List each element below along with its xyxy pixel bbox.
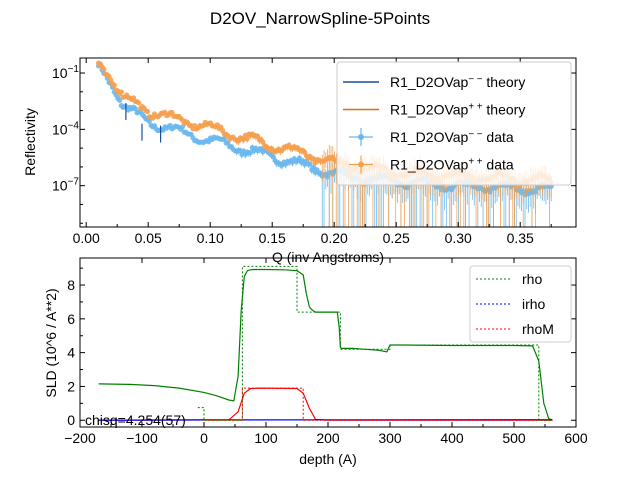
ytick-base: 10 <box>52 178 68 194</box>
ytick-label: 4 <box>67 345 75 361</box>
ytick-label: 10−1 <box>52 64 79 81</box>
xtick-label: 0.05 <box>135 230 162 246</box>
legend-label: rho <box>522 271 542 287</box>
legend-label-tail: data <box>483 157 514 173</box>
ytick-label: 8 <box>67 277 75 293</box>
reflectivity-ticks: 0.00 0.05 0.10 0.15 0.20 0.25 0.30 0.3510−110−4… <box>52 58 576 246</box>
xtick-label: 0.20 <box>321 230 348 246</box>
legend-label-sup: − − <box>468 74 482 85</box>
legend-label-sup: + + <box>468 102 482 113</box>
chisq-annotation: chisq=4.254(57) <box>85 412 186 428</box>
xtick-label: −100 <box>126 430 158 446</box>
xtick-label: 0.35 <box>507 230 534 246</box>
data-point <box>132 106 138 112</box>
legend-box <box>469 265 572 343</box>
legend-label-main: R1_D2OVap <box>390 157 469 173</box>
sld-xlabel: depth (A) <box>299 451 357 467</box>
ytick-label: 0 <box>67 412 75 428</box>
legend-label: R1_D2OVap− − theory <box>390 74 525 90</box>
legend-marker <box>358 161 364 168</box>
xtick-label: −200 <box>64 430 96 446</box>
ytick-base: 10 <box>52 65 68 81</box>
xtick-label: 200 <box>316 430 340 446</box>
sld-series-rho--slab- <box>197 265 553 421</box>
xtick-label: 0.10 <box>197 230 224 246</box>
legend-label: irho <box>522 296 546 312</box>
ytick-exp: −1 <box>68 64 80 75</box>
data-point <box>307 161 313 167</box>
data-point <box>101 66 107 72</box>
legend-label: rhoM <box>522 321 554 337</box>
ytick-exp: −7 <box>68 177 80 188</box>
legend-marker <box>358 134 364 140</box>
legend-label-main: R1_D2OVap <box>390 102 469 118</box>
reflectivity-ylabel: Reflectivity <box>22 108 38 176</box>
ytick-label: 10−7 <box>52 177 79 194</box>
xtick-label: 600 <box>564 430 588 446</box>
xtick-label: 500 <box>502 430 526 446</box>
ytick-base: 10 <box>52 121 68 137</box>
ytick-label: 2 <box>67 378 75 394</box>
sld-legend: rho irho rhoM <box>469 265 572 343</box>
legend-label-main: R1_D2OVap <box>390 129 469 145</box>
xtick-label: 0.30 <box>445 230 472 246</box>
xtick-label: 400 <box>440 430 464 446</box>
reflectivity-axes-frame <box>79 57 577 228</box>
sld-ticks: −200 −100 0 100 200 300 400 500 600 0 2 4 6 8 <box>64 258 588 446</box>
sld-series-rhom--slab- <box>204 387 553 421</box>
figure-title: D2OV_NarrowSpline-5Points <box>210 9 430 28</box>
data-point <box>111 82 117 88</box>
sld-panel: −200 −100 0 100 200 300 400 500 600 0 2 4 6 8 depth (… <box>43 257 588 467</box>
data-point <box>118 89 124 95</box>
ytick-label: 10−4 <box>52 120 79 137</box>
xtick-label: 300 <box>378 430 402 446</box>
legend-label: R1_D2OVap+ + data <box>390 157 514 173</box>
xtick-label: 100 <box>254 430 278 446</box>
legend-box <box>336 61 572 186</box>
legend-label-sup: + + <box>468 157 482 168</box>
xtick-label: 0.15 <box>259 230 286 246</box>
legend-label-tail: data <box>483 129 514 145</box>
legend-label-tail: theory <box>483 102 526 118</box>
legend-label: R1_D2OVap− − data <box>390 129 514 145</box>
sld-ylabel: SLD (10^6 / A**2) <box>43 288 59 397</box>
data-point <box>144 108 151 115</box>
xtick-label: 0.00 <box>73 230 100 246</box>
legend-label-tail: theory <box>483 74 526 90</box>
xtick-label: 0 <box>200 430 208 446</box>
reflectivity-xlabel: Q (inv Angstroms) <box>272 249 384 265</box>
data-point <box>136 100 142 106</box>
sld-plot-area <box>98 265 553 421</box>
data-point <box>146 118 152 124</box>
ytick-label: 6 <box>67 311 75 327</box>
xtick-label: 0.25 <box>383 230 410 246</box>
legend-label-sup: − − <box>468 129 482 140</box>
legend-label: R1_D2OVap+ + theory <box>390 102 525 118</box>
legend-label-main: R1_D2OVap <box>390 74 469 90</box>
reflectivity-panel: 0.00 0.05 0.10 0.15 0.20 0.25 0.30 0.3510−110−4… <box>22 57 577 265</box>
ytick-exp: −4 <box>68 120 80 131</box>
data-point <box>116 97 123 103</box>
